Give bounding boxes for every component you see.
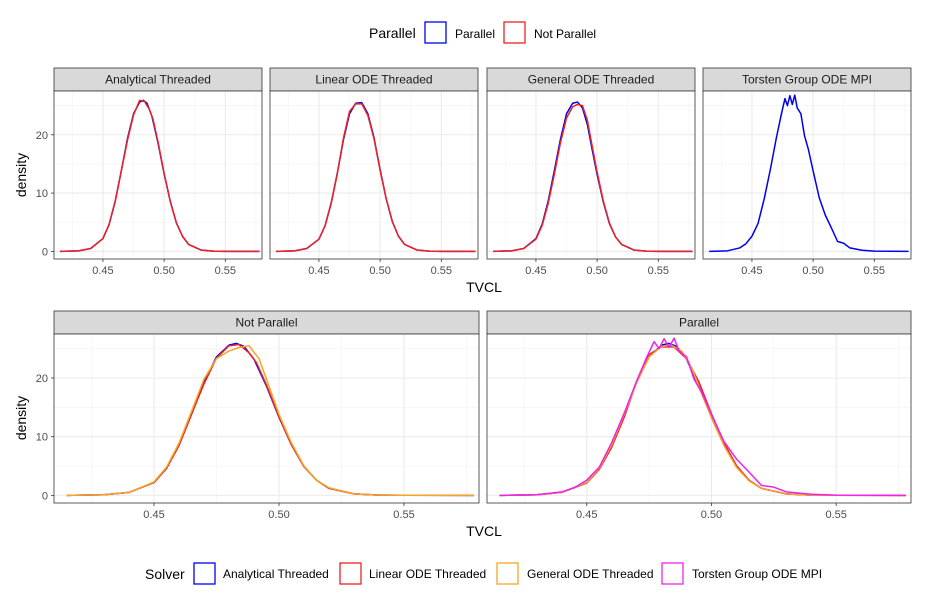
y-tick-label: 10 bbox=[36, 188, 48, 200]
y-tick-label: 0 bbox=[42, 246, 48, 258]
bottom-legend-label-torsten: Torsten Group ODE MPI bbox=[692, 567, 822, 581]
panel-torsten-group-ode-mpi: Torsten Group ODE MPI 0.45 0.50 0.55 bbox=[702, 67, 912, 277]
density-line-torsten-group-ode-mpi bbox=[499, 337, 907, 497]
x-tick-label: 0.45 bbox=[308, 265, 329, 277]
panel-background bbox=[270, 91, 478, 259]
panels-layer: Analytical Threaded 0.45 0.50 0.55 0 10 20 Line… bbox=[36, 67, 912, 521]
y-tick-label: 20 bbox=[36, 130, 48, 142]
bottom-legend-key-torsten bbox=[661, 562, 684, 585]
panel-parallel: Parallel 0.45 0.50 0.55 bbox=[486, 310, 912, 521]
panel-general-ode-threaded: General ODE Threaded 0.45 0.50 0.55 bbox=[486, 67, 696, 277]
x-tick-label: 0.50 bbox=[802, 265, 823, 277]
strip-label-linear-ode-threaded: Linear ODE Threaded bbox=[315, 73, 432, 87]
x-tick-label: 0.45 bbox=[143, 509, 164, 521]
panel-border bbox=[269, 90, 479, 260]
strip-label-analytical-threaded: Analytical Threaded bbox=[105, 73, 211, 87]
strip-label-general-ode-threaded: General ODE Threaded bbox=[528, 73, 655, 87]
bottom-legend-key-general bbox=[496, 562, 519, 585]
panel-background bbox=[487, 91, 695, 259]
bottom-legend-title: Solver bbox=[145, 566, 185, 582]
density-line-general-ode-threaded bbox=[66, 344, 475, 497]
strip-label-parallel: Parallel bbox=[679, 316, 719, 330]
panel-border bbox=[486, 90, 696, 260]
panel-border bbox=[702, 90, 912, 260]
y-tick-label: 10 bbox=[36, 432, 48, 444]
x-tick-label: 0.45 bbox=[92, 265, 113, 277]
x-tick-label: 0.50 bbox=[268, 509, 289, 521]
x-tick-label: 0.55 bbox=[864, 265, 885, 277]
panel-border bbox=[53, 90, 263, 260]
x-tick-label: 0.55 bbox=[431, 265, 452, 277]
density-line-general-ode-threaded bbox=[499, 344, 907, 497]
x-tick-label: 0.55 bbox=[825, 509, 846, 521]
x-tick-label: 0.55 bbox=[648, 265, 669, 277]
strip-label-not-parallel: Not Parallel bbox=[235, 316, 297, 330]
top-legend-title: Parallel bbox=[369, 25, 416, 41]
panel-analytical-threaded: Analytical Threaded 0.45 0.50 0.55 0 10 20 bbox=[36, 67, 263, 277]
panel-border bbox=[53, 333, 480, 504]
x-tick-label: 0.50 bbox=[153, 265, 174, 277]
x-tick-label: 0.55 bbox=[393, 509, 414, 521]
x-tick-label: 0.50 bbox=[701, 509, 722, 521]
top-legend: Parallel Parallel Not Parallel bbox=[369, 21, 596, 44]
top-legend-label-not-parallel: Not Parallel bbox=[534, 27, 596, 41]
x-tick-label: 0.45 bbox=[576, 509, 597, 521]
bottom-legend-key-analytical bbox=[193, 562, 216, 585]
panel-linear-ode-threaded: Linear ODE Threaded 0.45 0.50 0.55 bbox=[269, 67, 479, 277]
bottom-legend: Solver Analytical Threaded Linear ODE Th… bbox=[145, 562, 822, 585]
strip-label-torsten-group-ode-mpi: Torsten Group ODE MPI bbox=[742, 73, 872, 87]
bottom-x-axis-title: TVCL bbox=[466, 523, 502, 539]
y-tick-label: 20 bbox=[36, 373, 48, 385]
panel-background bbox=[54, 91, 262, 259]
bottom-legend-label-general: General ODE Threaded bbox=[527, 567, 654, 581]
bottom-legend-key-linear bbox=[339, 562, 362, 585]
top-legend-key-not-parallel bbox=[503, 21, 526, 44]
bottom-legend-label-analytical: Analytical Threaded bbox=[223, 567, 329, 581]
top-x-axis-title: TVCL bbox=[466, 279, 502, 295]
top-legend-key-parallel bbox=[424, 21, 447, 44]
panel-border bbox=[486, 333, 912, 504]
bottom-y-axis-title: density bbox=[13, 396, 29, 440]
panel-background bbox=[54, 334, 479, 503]
density-line-not-parallel bbox=[276, 103, 476, 253]
top-legend-label-parallel: Parallel bbox=[455, 27, 495, 41]
bottom-legend-label-linear: Linear ODE Threaded bbox=[369, 567, 486, 581]
x-tick-label: 0.50 bbox=[369, 265, 390, 277]
panel-not-parallel: Not Parallel 0.45 0.50 0.55 0 10 20 bbox=[36, 310, 480, 521]
x-tick-label: 0.50 bbox=[586, 265, 607, 277]
x-tick-label: 0.55 bbox=[215, 265, 236, 277]
density-line-not-parallel bbox=[493, 103, 693, 253]
density-line-not-parallel bbox=[60, 99, 260, 253]
panel-background bbox=[487, 334, 911, 503]
x-tick-label: 0.45 bbox=[741, 265, 762, 277]
y-tick-label: 0 bbox=[42, 490, 48, 502]
top-y-axis-title: density bbox=[13, 153, 29, 197]
x-tick-label: 0.45 bbox=[525, 265, 546, 277]
density-line-parallel bbox=[709, 94, 909, 253]
panel-background bbox=[703, 91, 911, 259]
